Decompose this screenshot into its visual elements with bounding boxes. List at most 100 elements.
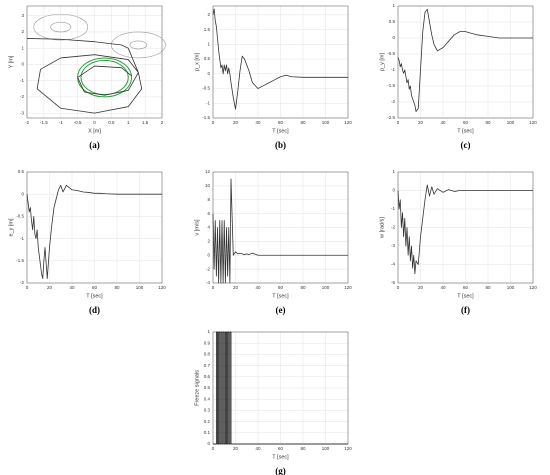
y-tick-label: 0.9 xyxy=(204,340,211,345)
data-line xyxy=(213,331,348,445)
y-tick-label: 12 xyxy=(205,169,211,174)
y-axis-label: Freeze signals xyxy=(194,370,200,406)
y-axis-label: e_y [m] xyxy=(8,218,14,237)
y-axis-label: p_y [m] xyxy=(379,53,385,72)
x-tick-label: 120 xyxy=(529,120,537,125)
y-tick-label: 2 xyxy=(21,29,24,34)
y-tick-label: -1 xyxy=(391,67,395,72)
x-axis-label: T [sec] xyxy=(457,128,474,134)
y-tick-label: -3 xyxy=(391,243,395,248)
y-axis-label: w [rad/s] xyxy=(379,217,385,239)
y-tick-label: -1 xyxy=(391,206,395,211)
y-tick-label: -4 xyxy=(206,280,210,285)
y-tick-label: -0.5 xyxy=(202,86,210,91)
y-tick-label: 1 xyxy=(392,3,395,8)
x-tick-label: 60 xyxy=(278,285,284,290)
x-tick-label: 60 xyxy=(278,120,284,125)
x-tick-label: 40 xyxy=(255,446,261,451)
y-tick-label: 10 xyxy=(205,183,211,188)
obstacle xyxy=(129,40,148,50)
y-tick-label: 0 xyxy=(207,252,210,257)
target-loop xyxy=(80,59,129,95)
caption: (d) xyxy=(89,305,100,315)
obstacle xyxy=(50,21,72,33)
y-axis-label: Y [m] xyxy=(8,55,14,68)
caption: (c) xyxy=(461,140,471,150)
y-tick-label: -2.5 xyxy=(387,115,395,120)
y-tick-label: -1 xyxy=(20,236,24,241)
x-tick-label: 100 xyxy=(322,120,330,125)
caption: (g) xyxy=(275,466,286,475)
axes-box xyxy=(26,171,163,284)
axes-box xyxy=(212,5,349,119)
caption: (a) xyxy=(89,140,100,150)
x-axis-label: X [m] xyxy=(88,128,101,134)
x-tick-label: 60 xyxy=(92,285,98,290)
x-tick-label: 20 xyxy=(233,446,239,451)
y-tick-label: 6 xyxy=(207,211,210,216)
y-tick-label: 1.5 xyxy=(204,27,211,32)
y-tick-label: 0.2 xyxy=(204,419,211,424)
y-tick-label: -1.5 xyxy=(387,83,395,88)
x-tick-label: 100 xyxy=(322,285,330,290)
caption: (e) xyxy=(276,305,286,315)
obstacle xyxy=(33,13,89,41)
data-line xyxy=(26,184,162,279)
y-tick-label: 2 xyxy=(207,239,210,244)
x-tick-label: 100 xyxy=(136,285,144,290)
x-tick-label: 20 xyxy=(418,285,424,290)
y-tick-label: 0.8 xyxy=(204,352,211,357)
y-tick-label: 0.6 xyxy=(204,374,211,379)
x-tick-label: 120 xyxy=(344,446,352,451)
x-tick-label: 80 xyxy=(485,120,491,125)
x-tick-label: 40 xyxy=(440,120,446,125)
x-tick-label: 60 xyxy=(463,120,469,125)
y-tick-label: 8 xyxy=(207,197,210,202)
data-line xyxy=(397,184,533,275)
x-tick-label: 20 xyxy=(233,120,239,125)
caption: (f) xyxy=(461,305,470,315)
y-tick-label: -3 xyxy=(20,110,24,115)
y-tick-label: 0 xyxy=(392,188,395,193)
y-tick-label: 1 xyxy=(207,329,210,334)
data-line xyxy=(26,38,143,114)
x-axis-label: T [sec] xyxy=(457,293,474,299)
x-tick-label: 0 xyxy=(212,285,215,290)
y-tick-label: -1.5 xyxy=(16,258,24,263)
x-tick-label: 120 xyxy=(158,285,166,290)
x-tick-label: 20 xyxy=(47,285,53,290)
axes-box xyxy=(397,171,534,284)
x-tick-label: 100 xyxy=(322,446,330,451)
y-tick-label: 4 xyxy=(207,225,210,230)
y-tick-label: 0.5 xyxy=(204,56,211,61)
y-tick-label: -2 xyxy=(20,94,24,99)
x-tick-label: 40 xyxy=(69,285,75,290)
x-tick-label: 0 xyxy=(212,446,215,451)
y-tick-label: -2 xyxy=(391,99,395,104)
y-tick-label: 0.7 xyxy=(204,363,211,368)
x-tick-label: 100 xyxy=(507,285,515,290)
y-tick-label: 0.5 xyxy=(389,19,396,24)
x-tick-label: 0 xyxy=(93,120,96,125)
x-tick-label: 40 xyxy=(255,285,261,290)
x-axis-label: T [sec] xyxy=(272,128,289,134)
y-tick-label: -2 xyxy=(391,225,395,230)
x-tick-label: 0.5 xyxy=(108,120,115,125)
x-tick-label: 100 xyxy=(507,120,515,125)
y-axis-label: v [m/s] xyxy=(194,219,200,236)
y-tick-label: 0 xyxy=(392,35,395,40)
x-tick-label: -1 xyxy=(59,120,63,125)
x-tick-label: 60 xyxy=(463,285,469,290)
y-tick-label: -1 xyxy=(206,100,210,105)
y-tick-label: -0.5 xyxy=(16,214,24,219)
y-tick-label: 0 xyxy=(207,71,210,76)
x-tick-label: 20 xyxy=(233,285,239,290)
x-axis-label: T [sec] xyxy=(272,454,289,460)
x-tick-label: 2 xyxy=(161,120,164,125)
x-tick-label: 80 xyxy=(485,285,491,290)
y-axis-label: p_x [m] xyxy=(194,53,200,72)
data-line xyxy=(212,178,348,284)
x-tick-label: 1.5 xyxy=(142,120,149,125)
obstacle xyxy=(111,31,166,59)
y-tick-label: 0 xyxy=(21,191,24,196)
